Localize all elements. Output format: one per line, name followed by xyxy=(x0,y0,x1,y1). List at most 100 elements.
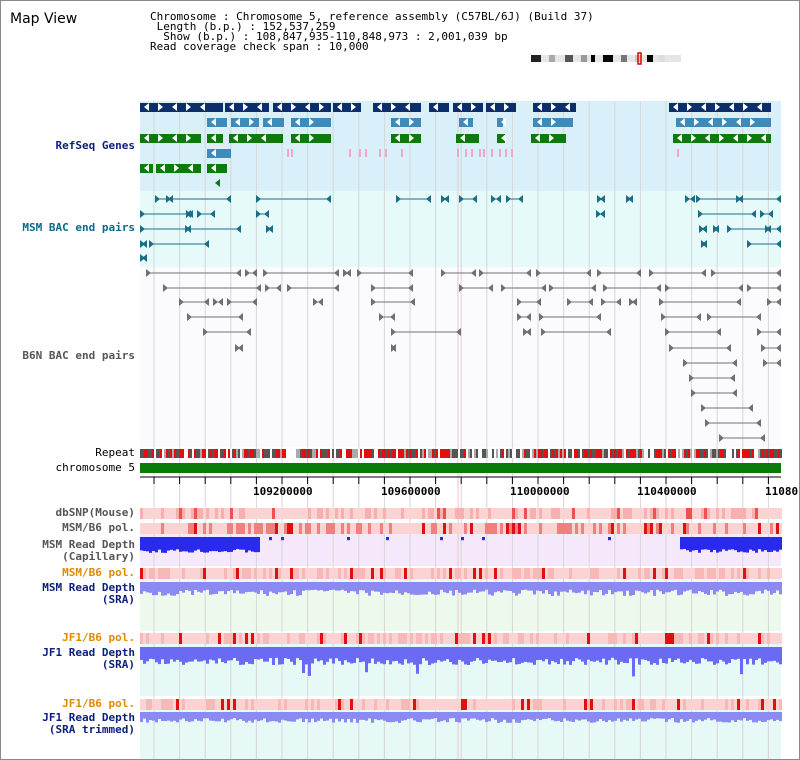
pol-mark xyxy=(203,523,206,534)
gene-mark xyxy=(429,103,449,112)
pol-mark xyxy=(245,568,248,579)
repeat-mark xyxy=(586,449,588,458)
depth-bar xyxy=(350,647,353,664)
pol-mark xyxy=(464,523,467,534)
pol-mark xyxy=(503,633,506,644)
depth-bar xyxy=(215,582,218,594)
depth-bar xyxy=(497,647,500,663)
pol-mark xyxy=(662,633,665,644)
pol-mark xyxy=(629,523,632,534)
depth-bar xyxy=(200,582,203,593)
depth-bar xyxy=(338,582,341,591)
pol-mark xyxy=(275,508,278,519)
depth-bar xyxy=(371,712,374,723)
depth-bar xyxy=(779,537,782,550)
depth-bar xyxy=(263,647,266,662)
pol-mark xyxy=(227,568,230,579)
gene-mark xyxy=(497,118,503,127)
bac-end xyxy=(187,313,192,321)
depth-bar xyxy=(512,582,515,593)
bac-end xyxy=(757,328,762,336)
pol-mark xyxy=(374,568,377,579)
pol-mark xyxy=(746,568,749,579)
pol-mark xyxy=(299,633,302,644)
pol-mark xyxy=(476,508,479,519)
pol-mark xyxy=(515,568,518,579)
gene-arrow xyxy=(719,134,724,142)
depth-bar xyxy=(443,712,446,721)
depth-bar xyxy=(368,712,371,719)
pol-mark xyxy=(269,568,272,579)
pol-mark xyxy=(524,523,527,534)
pol-mark xyxy=(377,523,380,534)
pol-mark xyxy=(536,508,539,519)
repeat-mark xyxy=(466,449,468,458)
depth-bar xyxy=(338,712,341,722)
pol-mark xyxy=(386,508,389,519)
pol-mark xyxy=(212,699,215,710)
pol-mark xyxy=(737,699,740,710)
pol-mark xyxy=(674,508,677,519)
pol-mark xyxy=(629,508,632,519)
depth-bar xyxy=(275,647,278,658)
pol-mark xyxy=(341,699,344,710)
page-title: Map View xyxy=(10,11,78,27)
bac-end xyxy=(600,210,605,218)
gene-mark xyxy=(531,134,566,143)
depth-bar xyxy=(473,712,476,719)
pol-mark xyxy=(488,699,491,710)
pol-mark xyxy=(212,508,215,519)
repeat-mark xyxy=(222,449,224,458)
repeat-mark xyxy=(482,449,484,458)
repeat-mark xyxy=(704,449,706,458)
bac-end xyxy=(776,298,781,306)
repeat-mark xyxy=(468,449,470,458)
repeat-mark xyxy=(472,449,474,458)
pol-mark xyxy=(263,568,266,579)
repeat-mark xyxy=(620,449,622,458)
depth-bar xyxy=(413,582,416,595)
depth-bar xyxy=(212,537,215,552)
depth-bar xyxy=(551,712,554,721)
bac-end xyxy=(685,195,690,203)
pol-mark xyxy=(665,523,668,534)
pol-mark xyxy=(356,633,359,644)
pol-mark xyxy=(338,508,341,519)
depth-bar xyxy=(251,647,254,665)
bac-end xyxy=(616,298,621,306)
bac-end xyxy=(690,195,695,203)
pol-mark xyxy=(323,523,326,534)
pol-mark xyxy=(173,633,176,644)
depth-bar xyxy=(302,647,305,673)
depth-bar xyxy=(458,582,461,593)
repeat-mark xyxy=(250,449,252,458)
pol-mark xyxy=(767,699,770,710)
pol-mark xyxy=(770,568,773,579)
depth-bar xyxy=(146,582,149,593)
depth-bar xyxy=(563,582,566,592)
repeat-mark xyxy=(754,449,756,458)
depth-bar xyxy=(683,537,686,550)
depth-bar xyxy=(569,582,572,590)
pol-mark xyxy=(773,699,776,710)
depth-bar xyxy=(167,712,170,721)
bac-end xyxy=(776,328,781,336)
pol-mark xyxy=(278,508,281,519)
pol-mark xyxy=(413,699,416,710)
pol-mark xyxy=(452,633,455,644)
depth-bar xyxy=(707,582,710,595)
pol-mark xyxy=(365,633,368,644)
pol-mark xyxy=(650,699,653,710)
gene-arrow xyxy=(229,103,234,111)
pol-mark xyxy=(287,523,290,534)
bac-end xyxy=(472,195,477,203)
repeat-mark xyxy=(660,449,662,458)
pol-mark xyxy=(629,568,632,579)
repeat-mark xyxy=(418,449,420,458)
pol-mark xyxy=(557,699,560,710)
depth-bar xyxy=(608,582,611,590)
depth-bar xyxy=(740,582,743,592)
repeat-mark xyxy=(462,449,464,458)
